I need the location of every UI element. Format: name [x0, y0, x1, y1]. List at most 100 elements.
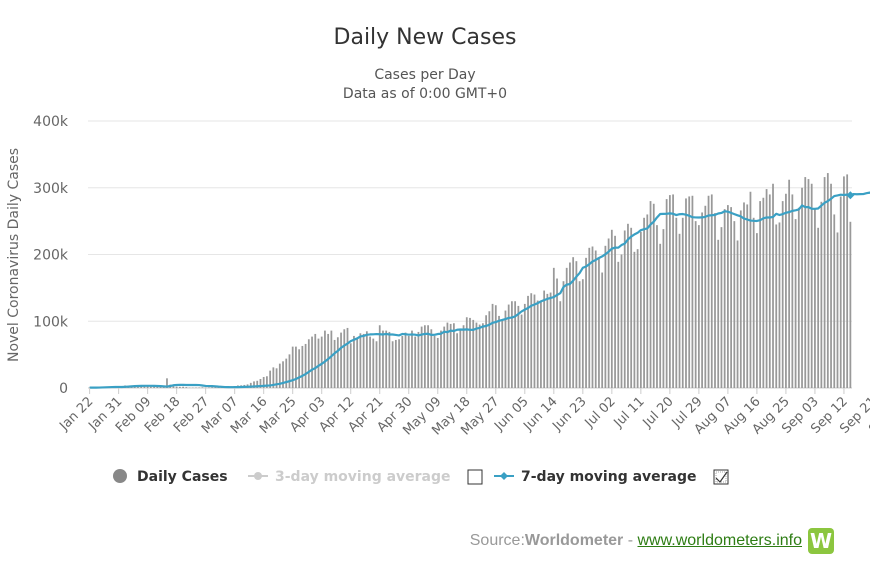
- bar[interactable]: [275, 368, 278, 388]
- bar[interactable]: [514, 301, 517, 388]
- bar[interactable]: [791, 194, 794, 388]
- bar[interactable]: [527, 295, 529, 388]
- bar[interactable]: [594, 250, 597, 389]
- bar[interactable]: [610, 229, 613, 388]
- bar[interactable]: [778, 222, 781, 388]
- bar[interactable]: [401, 335, 404, 388]
- bar[interactable]: [607, 238, 610, 388]
- bar[interactable]: [694, 221, 697, 389]
- bar[interactable]: [681, 217, 684, 388]
- bar[interactable]: [362, 333, 365, 388]
- bar[interactable]: [378, 325, 381, 388]
- bar[interactable]: [530, 293, 533, 388]
- bar[interactable]: [823, 177, 826, 388]
- bar[interactable]: [320, 336, 323, 388]
- bar[interactable]: [678, 233, 681, 388]
- bar[interactable]: [201, 387, 204, 388]
- legend-item-3-day-average[interactable]: 3-day moving average: [248, 469, 451, 485]
- bar[interactable]: [365, 331, 368, 388]
- bar[interactable]: [540, 301, 542, 388]
- bar[interactable]: [430, 329, 433, 388]
- bar[interactable]: [533, 294, 536, 388]
- bar[interactable]: [446, 322, 449, 388]
- bar[interactable]: [814, 209, 816, 388]
- bar[interactable]: [349, 343, 352, 388]
- bar[interactable]: [449, 323, 452, 388]
- bar[interactable]: [585, 257, 587, 388]
- bar[interactable]: [423, 325, 426, 388]
- bar[interactable]: [704, 205, 707, 388]
- bar[interactable]: [701, 212, 703, 388]
- bar[interactable]: [427, 325, 429, 388]
- bar[interactable]: [517, 305, 520, 388]
- bar[interactable]: [630, 227, 633, 388]
- bar[interactable]: [730, 207, 732, 388]
- bar[interactable]: [166, 378, 168, 388]
- bar[interactable]: [820, 201, 823, 388]
- bar[interactable]: [420, 326, 423, 388]
- bar[interactable]: [182, 386, 184, 388]
- bar[interactable]: [253, 381, 255, 388]
- bar[interactable]: [581, 279, 584, 388]
- bar[interactable]: [672, 194, 674, 388]
- bar[interactable]: [472, 319, 475, 388]
- bar[interactable]: [317, 338, 320, 388]
- bar[interactable]: [717, 239, 720, 388]
- bar[interactable]: [417, 331, 420, 388]
- bar[interactable]: [756, 233, 758, 388]
- bar[interactable]: [575, 261, 578, 388]
- bar[interactable]: [656, 225, 658, 388]
- bar[interactable]: [714, 213, 716, 388]
- bar[interactable]: [266, 376, 268, 388]
- bar[interactable]: [546, 293, 549, 388]
- bar[interactable]: [511, 301, 513, 388]
- bar[interactable]: [549, 292, 552, 388]
- bar[interactable]: [436, 337, 439, 388]
- bar[interactable]: [407, 335, 410, 388]
- bar[interactable]: [198, 387, 201, 388]
- bar[interactable]: [572, 257, 575, 388]
- bar[interactable]: [211, 387, 213, 388]
- bar[interactable]: [633, 251, 636, 388]
- bar[interactable]: [788, 179, 791, 388]
- bar[interactable]: [501, 320, 504, 388]
- bar[interactable]: [569, 262, 571, 388]
- bar[interactable]: [765, 189, 768, 388]
- bar[interactable]: [140, 386, 143, 388]
- bar[interactable]: [465, 317, 468, 388]
- bar[interactable]: [588, 247, 591, 388]
- bar[interactable]: [172, 386, 175, 388]
- bar[interactable]: [614, 235, 616, 388]
- bar[interactable]: [356, 337, 359, 388]
- bar[interactable]: [214, 387, 217, 388]
- bar[interactable]: [269, 370, 272, 388]
- bar[interactable]: [507, 304, 510, 388]
- bar[interactable]: [565, 267, 568, 388]
- bar[interactable]: [394, 339, 397, 388]
- bar[interactable]: [482, 323, 484, 388]
- bar[interactable]: [675, 217, 678, 388]
- bar[interactable]: [288, 354, 291, 388]
- bar[interactable]: [146, 386, 149, 388]
- bar[interactable]: [488, 311, 491, 388]
- bar[interactable]: [617, 261, 620, 388]
- bar[interactable]: [330, 330, 333, 388]
- bar[interactable]: [662, 229, 665, 388]
- bar[interactable]: [794, 219, 797, 388]
- bar[interactable]: [665, 199, 668, 388]
- bar[interactable]: [775, 224, 778, 388]
- bar[interactable]: [552, 267, 555, 388]
- bar[interactable]: [491, 303, 494, 388]
- bar[interactable]: [307, 339, 310, 388]
- bar[interactable]: [668, 195, 671, 388]
- bar[interactable]: [433, 335, 436, 388]
- bar[interactable]: [849, 221, 852, 388]
- bar[interactable]: [639, 231, 642, 388]
- bar[interactable]: [414, 336, 417, 388]
- bar[interactable]: [646, 214, 649, 388]
- bar[interactable]: [469, 317, 471, 388]
- bar[interactable]: [578, 281, 581, 388]
- legend-item-daily-cases[interactable]: Daily Cases: [113, 469, 228, 485]
- bar[interactable]: [604, 245, 607, 388]
- bar[interactable]: [311, 336, 313, 388]
